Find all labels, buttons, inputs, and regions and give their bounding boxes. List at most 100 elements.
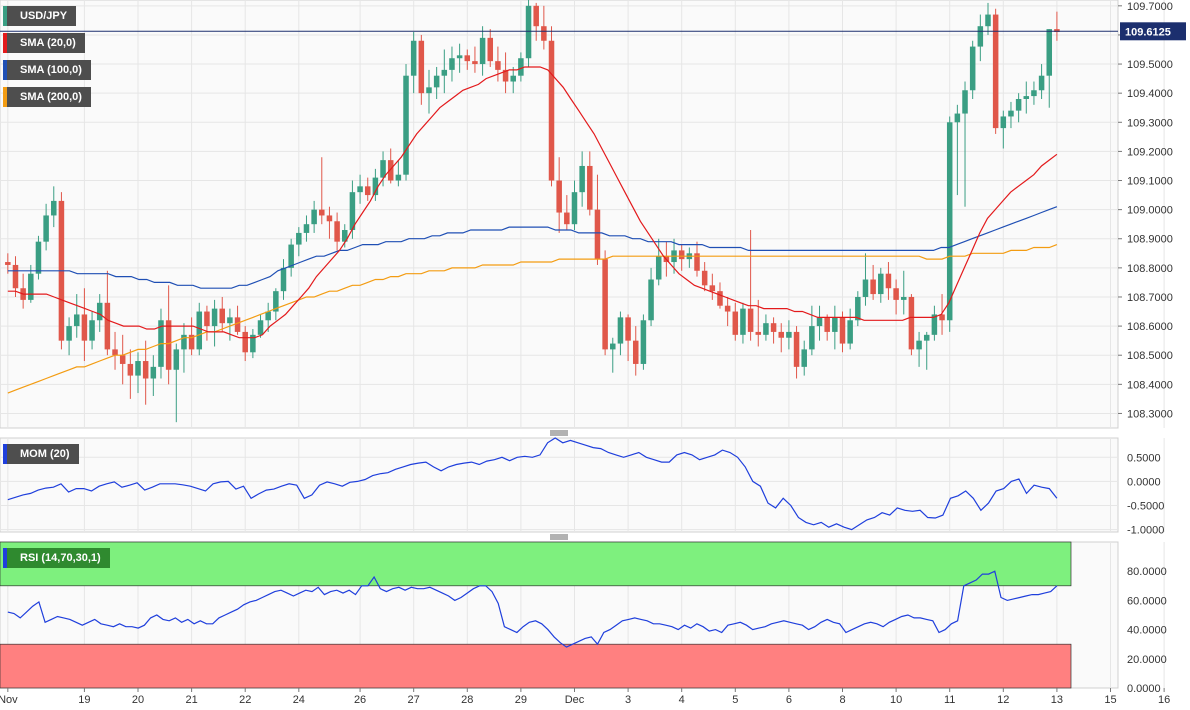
candle — [954, 104, 961, 196]
candle — [433, 66, 440, 99]
candle-body — [311, 209, 317, 225]
candle-body — [594, 209, 601, 260]
candle — [250, 329, 256, 359]
candle — [962, 81, 968, 207]
candle — [326, 206, 333, 239]
candle-body — [265, 311, 271, 321]
candle-body — [724, 305, 731, 312]
candle-body — [1054, 29, 1060, 33]
candle — [969, 40, 976, 99]
candle — [648, 267, 654, 327]
candle-body — [763, 323, 769, 335]
candle-body — [786, 331, 792, 338]
candle — [510, 66, 516, 94]
candle — [640, 314, 647, 370]
candle-body — [5, 262, 11, 265]
mom-axis-label: 0.0000 — [1127, 476, 1161, 488]
candle-body — [28, 273, 34, 300]
candle-body — [878, 273, 884, 295]
candle-body — [770, 323, 777, 332]
candle-body — [832, 317, 838, 332]
candle — [816, 305, 823, 341]
candle — [364, 177, 371, 201]
sma200-legend-label[interactable]: SMA (200,0) — [3, 87, 91, 107]
candle — [770, 317, 777, 344]
current-price-tag — [1120, 22, 1186, 41]
candle-body — [349, 192, 356, 231]
candle — [786, 320, 792, 350]
candle-body — [66, 326, 72, 341]
candle — [81, 288, 88, 362]
candle — [525, 0, 532, 67]
candle — [51, 186, 57, 228]
x-axis-label: Dec — [565, 694, 585, 706]
candle-body — [587, 165, 593, 210]
candle-body — [441, 69, 448, 76]
panel-background-1 — [0, 437, 1119, 533]
candle-body — [426, 87, 432, 94]
candle — [273, 288, 279, 321]
candle-body — [43, 215, 49, 242]
candle — [456, 43, 463, 73]
candle-body — [89, 320, 95, 341]
candle — [655, 238, 662, 286]
candle-body — [188, 334, 195, 350]
candle — [755, 299, 762, 347]
x-axis-label: 8 — [839, 694, 845, 706]
candle-body — [962, 90, 968, 114]
candle-body — [51, 200, 57, 216]
current-price-value: 109.6125 — [1125, 26, 1171, 38]
rsi-axis-label: 40.0000 — [1127, 625, 1167, 637]
candle-body — [288, 244, 294, 268]
candle-body — [219, 308, 225, 324]
sma200-line — [7, 244, 1058, 394]
candle-body — [939, 314, 945, 321]
x-axis-label: 12 — [997, 694, 1009, 706]
candle-body — [541, 26, 547, 41]
candle-body — [334, 221, 340, 242]
candle-body — [548, 40, 555, 181]
rsi-legend-label[interactable]: RSI (14,70,30,1) — [3, 548, 110, 568]
candle-body — [119, 355, 126, 364]
candle-body — [319, 209, 325, 216]
price-axis-label: 109.5000 — [1127, 59, 1173, 71]
panel-resize-handle[interactable] — [550, 534, 568, 540]
candle — [678, 244, 685, 271]
sma20-legend-label[interactable]: SMA (20,0) — [3, 33, 85, 53]
candle — [234, 305, 241, 335]
price-axis-label: 108.4000 — [1127, 379, 1173, 391]
candle — [1038, 64, 1045, 99]
candle — [594, 174, 601, 265]
candle-body — [579, 165, 585, 193]
candle — [556, 157, 562, 233]
candle — [487, 29, 494, 67]
candle — [602, 250, 608, 356]
candle-body — [893, 288, 899, 300]
symbol-label[interactable]: USD/JPY — [3, 6, 77, 26]
candle — [533, 2, 539, 41]
candle-body — [1046, 29, 1053, 76]
x-axis-label: 6 — [786, 694, 792, 706]
mom-legend-label[interactable]: MOM (20) — [3, 444, 79, 464]
candle — [181, 323, 187, 373]
candle-body — [778, 331, 784, 338]
candle — [778, 323, 784, 353]
candle — [35, 235, 42, 280]
candle — [449, 46, 455, 82]
candle — [724, 296, 731, 327]
candle-body — [747, 308, 754, 332]
candle — [1000, 110, 1007, 149]
candle-body — [908, 296, 915, 350]
candle-body — [885, 273, 892, 289]
panel-resize-handle[interactable] — [550, 430, 568, 436]
price-axis-label: 108.6000 — [1127, 321, 1173, 333]
candle-body — [855, 296, 861, 321]
sma100-legend-label[interactable]: SMA (100,0) — [3, 60, 91, 80]
candle-body — [732, 311, 739, 335]
candle-body — [1008, 110, 1014, 117]
candle — [587, 151, 593, 216]
candle — [380, 151, 386, 187]
x-axis-label: 4 — [679, 694, 685, 706]
candle-body — [96, 302, 103, 321]
